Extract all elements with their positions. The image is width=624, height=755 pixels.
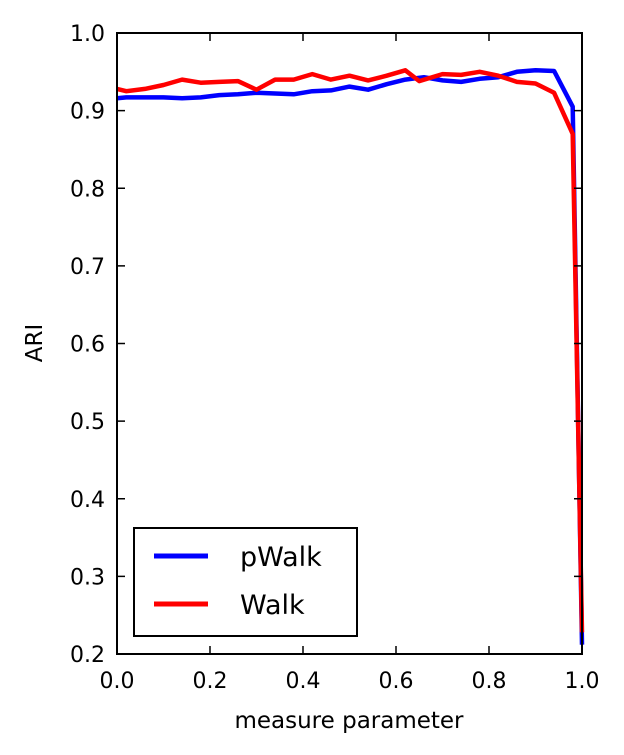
y-axis-label: ARI xyxy=(22,324,48,363)
legend-label-walk: Walk xyxy=(240,590,305,621)
legend: pWalk Walk xyxy=(133,527,358,637)
series-line-walk xyxy=(116,68,585,633)
y-tick-label: 1.0 xyxy=(70,22,105,47)
x-tick-label: 1.0 xyxy=(565,669,600,694)
legend-label-pwalk: pWalk xyxy=(240,542,322,573)
x-tick-label: 0.2 xyxy=(193,669,228,694)
ticks-layer xyxy=(116,32,583,655)
y-tick-label: 0.8 xyxy=(70,177,105,202)
x-tick-label: 0.4 xyxy=(286,669,321,694)
y-tick-label: 0.6 xyxy=(70,333,105,358)
y-tick-label: 0.3 xyxy=(70,565,105,590)
x-tick-label: 0.0 xyxy=(100,669,135,694)
x-tick-label: 0.8 xyxy=(472,669,507,694)
x-tick-label: 0.6 xyxy=(379,669,414,694)
y-tick-label: 0.2 xyxy=(70,643,105,668)
series-line-pwalk xyxy=(116,68,585,645)
y-tick-label: 0.4 xyxy=(70,488,105,513)
y-tick-label: 0.9 xyxy=(70,100,105,125)
x-axis-label: measure parameter xyxy=(234,708,464,734)
series-layer xyxy=(116,68,585,645)
y-tick-label: 0.7 xyxy=(70,255,105,280)
legend-box xyxy=(133,527,358,637)
tick-labels-layer: 0.0 0.2 0.4 0.6 0.8 1.00.20.30.40.50.60.70.80… xyxy=(70,22,600,694)
y-tick-label: 0.5 xyxy=(70,410,105,435)
